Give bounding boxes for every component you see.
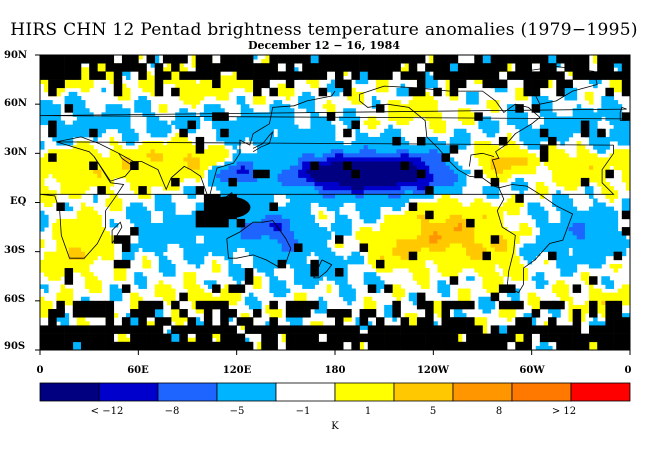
- colorbar-label-1: 1: [364, 406, 372, 417]
- colorbar-swatch-4: [275, 382, 336, 402]
- lon-label-120e: 120E: [222, 365, 252, 376]
- lon-label-60w: 60W: [519, 365, 545, 376]
- lat-label-60s: 60S: [4, 294, 26, 305]
- colorbar-swatch-0: [39, 382, 100, 402]
- colorbar-label-gt-12: > 12: [551, 406, 577, 417]
- colorbar-swatch-5: [334, 382, 395, 402]
- lon-label-120w: 120W: [416, 365, 450, 376]
- lon-label-0-east: 0: [624, 365, 632, 376]
- lon-label-0: 0: [36, 365, 44, 376]
- colorbar-swatch-2: [157, 382, 218, 402]
- anomaly-field: [40, 55, 631, 351]
- lat-label-eq: EQ: [10, 196, 27, 207]
- lat-label-90s: 90S: [4, 341, 26, 352]
- colorbar-swatch-1: [98, 382, 159, 402]
- map-title: HIRS CHN 12 Pentad brightness temperatur…: [10, 20, 638, 40]
- colorbar: [39, 382, 631, 402]
- colorbar-swatch-9: [570, 382, 631, 402]
- coastlines: [39, 66, 627, 294]
- lat-label-90n: 90N: [4, 50, 28, 61]
- map-subtitle: December 12 − 16, 1984: [248, 39, 400, 52]
- colorbar-label-lt-minus12: < −12: [90, 406, 124, 417]
- colorbar-swatch-7: [452, 382, 513, 402]
- colorbar-label-8: 8: [495, 406, 503, 417]
- colorbar-unit: K: [331, 421, 339, 432]
- colorbar-swatch-6: [393, 382, 454, 402]
- colorbar-label-minus5: −5: [229, 406, 245, 417]
- colorbar-label-5: 5: [429, 406, 437, 417]
- lat-label-60n: 60N: [4, 98, 28, 109]
- colorbar-swatch-8: [511, 382, 572, 402]
- lat-label-30s: 30S: [4, 245, 26, 256]
- lat-label-30n: 30N: [4, 147, 28, 158]
- missing-data-cells: [40, 55, 631, 351]
- colorbar-label-minus1: −1: [295, 406, 311, 417]
- lon-label-180: 180: [324, 365, 346, 376]
- colorbar-swatch-3: [216, 382, 277, 402]
- lon-label-60e: 60E: [127, 365, 149, 376]
- missing-blob: [206, 196, 251, 219]
- colorbar-label-minus8: −8: [164, 406, 180, 417]
